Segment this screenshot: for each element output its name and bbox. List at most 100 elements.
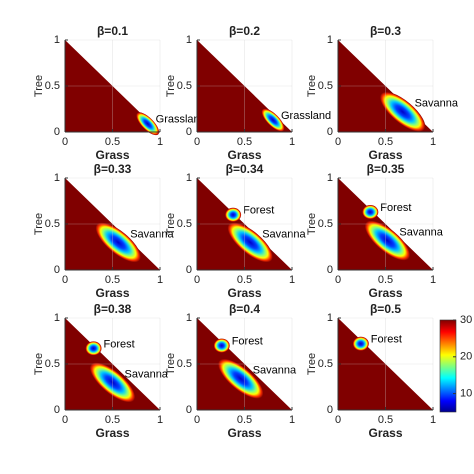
basin — [261, 108, 285, 132]
x-tick-label: 0 — [335, 136, 341, 148]
y-axis-label: Tree — [306, 353, 318, 375]
y-axis-label: Tree — [165, 353, 177, 375]
y-tick-label: 1 — [54, 172, 60, 184]
y-tick-label: 0.5 — [318, 218, 333, 230]
basin — [380, 91, 426, 132]
panel-title: β=0.38 — [94, 302, 132, 316]
x-tick-label: 0.5 — [237, 274, 252, 286]
y-tick-label: 0 — [54, 404, 60, 416]
basin-label: Savanna — [125, 368, 169, 380]
x-axis-label: Grass — [95, 148, 129, 162]
y-tick-label: 0 — [54, 126, 60, 138]
x-tick-label: 1 — [157, 136, 163, 148]
x-axis-label: Grass — [368, 286, 402, 300]
basin-label: Forest — [371, 334, 402, 346]
y-tick-label: 0 — [327, 126, 333, 138]
y-tick-label: 0.5 — [45, 80, 60, 92]
panel: β=0.34 Forest Savanna 0 0.5 1 0 0.5 1 Grass Tree — [165, 162, 307, 300]
x-tick-label: 0 — [194, 414, 200, 426]
x-axis-label: Grass — [227, 426, 261, 440]
basin-label: Savanna — [415, 98, 459, 110]
panel: β=0.4 Forest Savanna 0 0.5 1 0 0.5 1 Grass Tree — [165, 302, 297, 440]
y-axis-label: Tree — [165, 75, 177, 97]
basin-label: Grassland — [156, 114, 206, 126]
y-tick-label: 0.5 — [318, 358, 333, 370]
panel: β=0.5 Forest 0 0.5 1 0 0.5 1 Grass Tree — [306, 302, 436, 440]
basin — [95, 222, 141, 263]
x-tick-label: 1 — [157, 274, 163, 286]
panel-title: β=0.1 — [97, 24, 128, 38]
panel-title: β=0.5 — [370, 302, 401, 316]
colorbar-tick-label: 20 — [460, 351, 472, 363]
basin-label: Savanna — [130, 228, 174, 240]
basin — [218, 358, 264, 399]
x-tick-label: 0.5 — [378, 136, 393, 148]
x-tick-label: 0.5 — [378, 274, 393, 286]
panel: β=0.35 Forest Savanna 0 0.5 1 0 0.5 1 Grass Tree — [306, 162, 444, 300]
panel: β=0.33 Savanna 0 0.5 1 0 0.5 1 Grass Tree — [33, 162, 175, 300]
basin-label: Forest — [380, 202, 411, 214]
x-tick-label: 1 — [289, 136, 295, 148]
basin-label: Forest — [104, 338, 135, 350]
y-axis-label: Tree — [33, 75, 45, 97]
y-tick-label: 1 — [327, 312, 333, 324]
y-tick-label: 0 — [327, 264, 333, 276]
colorbar-tick-label: 10 — [460, 388, 472, 400]
x-tick-label: 0 — [62, 414, 68, 426]
x-tick-label: 0 — [194, 136, 200, 148]
basin-label: Grassland — [281, 110, 331, 122]
y-tick-label: 1 — [186, 312, 192, 324]
x-tick-label: 0.5 — [105, 274, 120, 286]
y-axis-label: Tree — [33, 213, 45, 235]
y-tick-label: 1 — [186, 34, 192, 46]
x-axis-label: Grass — [368, 148, 402, 162]
y-axis-label: Tree — [306, 75, 318, 97]
colorbar — [439, 319, 457, 413]
y-tick-label: 0.5 — [318, 80, 333, 92]
y-tick-label: 1 — [327, 34, 333, 46]
x-tick-label: 0.5 — [237, 414, 252, 426]
y-axis-label: Tree — [33, 353, 45, 375]
basin — [213, 338, 230, 353]
x-tick-label: 0.5 — [105, 136, 120, 148]
panel: β=0.38 Forest Savanna 0 0.5 1 0 0.5 1 Grass Tree — [33, 302, 169, 440]
basin — [362, 205, 379, 220]
y-tick-label: 0 — [186, 404, 192, 416]
x-tick-label: 0 — [335, 274, 341, 286]
panel-title: β=0.35 — [367, 162, 405, 176]
y-tick-label: 1 — [327, 172, 333, 184]
y-axis-label: Tree — [306, 213, 318, 235]
basin-label: Savanna — [262, 228, 306, 240]
x-tick-label: 0.5 — [105, 414, 120, 426]
basin — [136, 112, 160, 136]
y-tick-label: 0.5 — [45, 218, 60, 230]
x-tick-label: 1 — [430, 136, 436, 148]
y-tick-label: 0.5 — [177, 218, 192, 230]
basin-label: Forest — [232, 336, 263, 348]
basin — [364, 220, 410, 261]
y-tick-label: 0 — [186, 126, 192, 138]
x-axis-label: Grass — [368, 426, 402, 440]
x-tick-label: 1 — [430, 414, 436, 426]
x-tick-label: 1 — [289, 414, 295, 426]
x-tick-label: 0 — [62, 136, 68, 148]
y-axis-label: Tree — [165, 213, 177, 235]
basin-label: Savanna — [253, 365, 297, 377]
x-tick-label: 0.5 — [237, 136, 252, 148]
x-tick-label: 0 — [335, 414, 341, 426]
x-axis-label: Grass — [227, 286, 261, 300]
x-axis-label: Grass — [95, 426, 129, 440]
panel-title: β=0.33 — [94, 162, 132, 176]
y-tick-label: 0.5 — [177, 80, 192, 92]
y-tick-label: 0.5 — [45, 358, 60, 370]
x-axis-label: Grass — [227, 148, 261, 162]
panel: β=0.2 Grassland 0 0.5 1 0 0.5 1 Grass Tree — [165, 24, 331, 162]
panel-title: β=0.3 — [370, 24, 401, 38]
x-tick-label: 1 — [289, 274, 295, 286]
basin — [227, 222, 273, 263]
basin-label: Forest — [243, 205, 274, 217]
y-tick-label: 0 — [186, 264, 192, 276]
x-tick-label: 1 — [157, 414, 163, 426]
